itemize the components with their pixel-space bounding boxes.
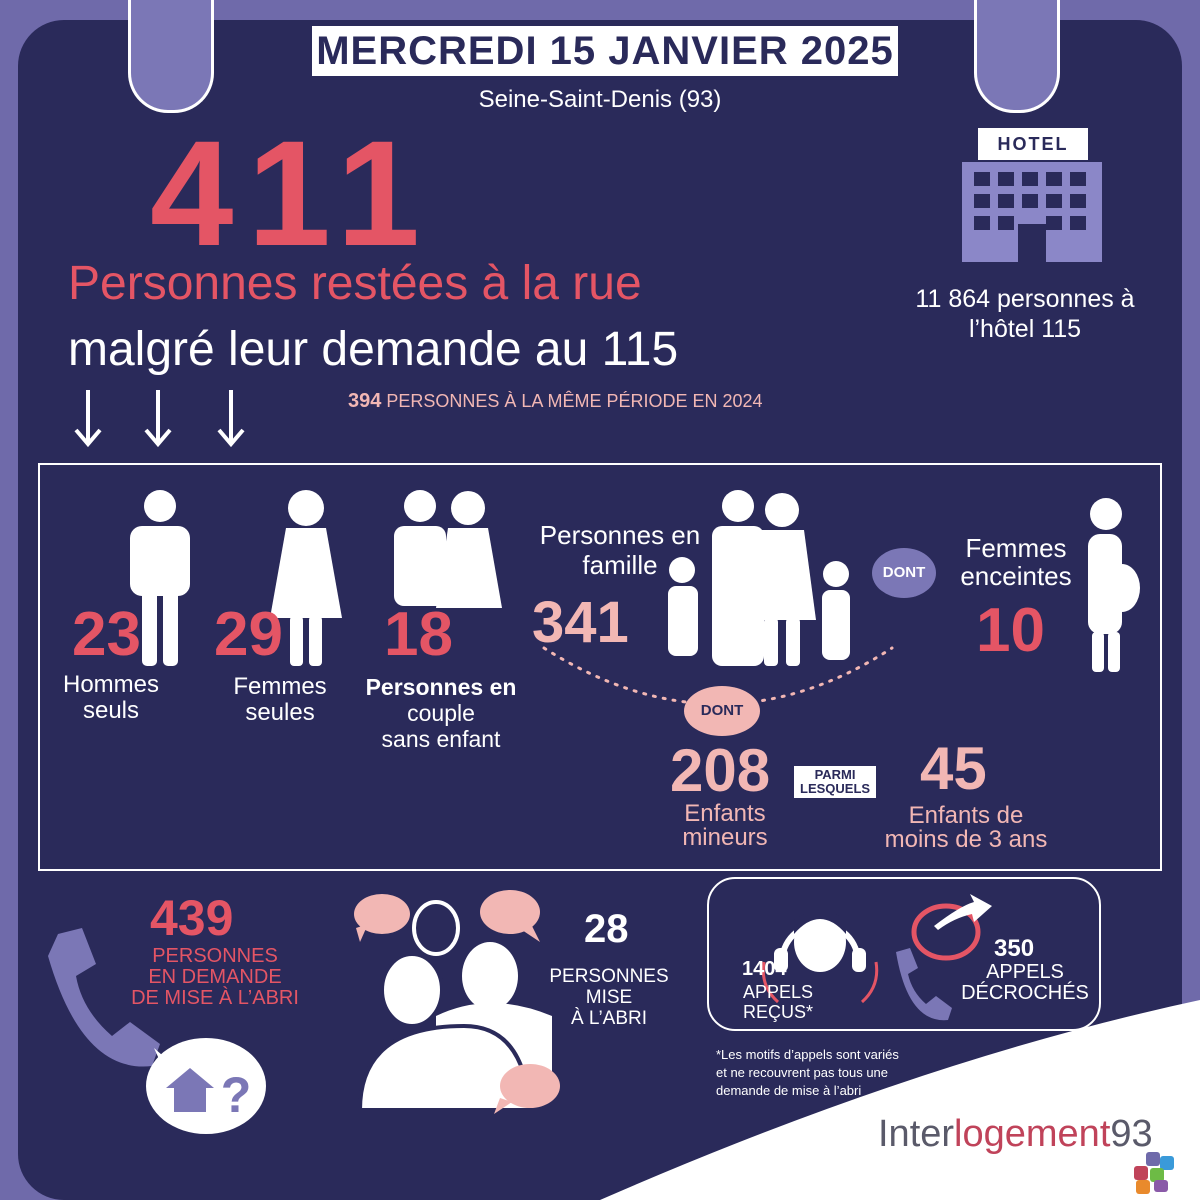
phone-icon xyxy=(48,928,160,1067)
pregnant-label-line2: enceintes xyxy=(960,561,1072,591)
women-label: Femmes seules xyxy=(220,674,340,726)
couples-value: 18 xyxy=(384,600,453,669)
couples-label: Personnes en couple sans enfant xyxy=(356,674,526,752)
main-number: 411 xyxy=(150,109,434,277)
family-label: Personnes en famille xyxy=(520,520,720,580)
answered-line1: APPELS xyxy=(986,961,1064,983)
group-icon xyxy=(354,890,560,1114)
logo-squares-icon xyxy=(1134,1152,1174,1194)
received-label: APPELS REÇUS* xyxy=(722,982,834,1022)
demand-label: PERSONNES EN DEMANDE DE MISE À L’ABRI xyxy=(130,946,300,1009)
calls-frame xyxy=(707,877,1101,1031)
women-label-line2: seules xyxy=(245,699,315,726)
down-arrow-icon xyxy=(74,390,245,448)
brand-part1: Inter xyxy=(878,1113,955,1155)
family-dotted-arc xyxy=(542,646,894,706)
men-label: Hommes seuls xyxy=(56,672,166,724)
hotel-sign: HOTEL xyxy=(997,134,1069,154)
date-banner: MERCREDI 15 JANVIER 2025 xyxy=(312,26,898,76)
footnote-line2: et ne recouvrent pas tous une xyxy=(716,1065,889,1080)
hotel-text: 11 864 personnes à l’hôtel 115 xyxy=(880,284,1170,344)
brand-part3: 93 xyxy=(1110,1113,1153,1155)
family-label-line2: famille xyxy=(582,550,658,580)
received-value: 1404 xyxy=(742,958,787,980)
answered-label: APPELS DÉCROCHÉS xyxy=(950,962,1100,1004)
breakdown-frame xyxy=(38,463,1162,871)
main-line2: malgré leur demande au 115 xyxy=(68,323,679,376)
comparison: 394 PERSONNES À LA MÊME PÉRIODE EN 2024 xyxy=(348,390,763,412)
answered-line2: DÉCROCHÉS xyxy=(961,982,1089,1004)
women-label-line1: Femmes xyxy=(233,673,327,700)
dont-bubble-pink: DONT xyxy=(684,686,760,736)
hotel-text-line1: 11 864 personnes à xyxy=(915,285,1135,313)
main-line1: Personnes restées à la rue xyxy=(68,257,642,310)
question-mark-glyph: ? xyxy=(221,1067,252,1123)
phone-callback-icon xyxy=(896,894,992,1021)
minors-label: Enfants mineurs xyxy=(660,802,790,850)
parmi-line2: LESQUELS xyxy=(800,781,871,796)
footnote-line1: *Les motifs d’appels sont variés xyxy=(716,1047,899,1062)
house-question-icon: ? xyxy=(146,1038,266,1134)
headset-operator-icon xyxy=(761,911,879,1004)
calendar-ring-left xyxy=(128,0,214,113)
minors-label-line1: Enfants xyxy=(684,800,766,827)
brand-logo: Interlogement93 xyxy=(878,1112,1153,1156)
dont-bubble: DONT xyxy=(872,548,936,598)
couples-label-line2: couple xyxy=(407,700,475,726)
pregnant-woman-icon xyxy=(1088,498,1140,672)
demand-line1: PERSONNES xyxy=(152,945,278,967)
family-label-line1: Personnes en xyxy=(539,520,701,550)
answered-value: 350 xyxy=(994,935,1035,962)
sheltered-line1: PERSONNES xyxy=(549,966,669,987)
pregnant-label: Femmes enceintes xyxy=(946,534,1086,590)
received-line2: REÇUS* xyxy=(742,1002,813,1022)
demand-line3: DE MISE À L’ABRI xyxy=(131,987,299,1009)
man-icon xyxy=(130,490,190,666)
minors-label-line2: mineurs xyxy=(682,824,768,851)
sheltered-label: PERSONNES MISE À L’ABRI xyxy=(534,966,684,1029)
men-label-line2: seuls xyxy=(82,697,140,724)
comparison-text: PERSONNES À LA MÊME PÉRIODE EN 2024 xyxy=(386,391,763,411)
under3-label-line1: Enfants de xyxy=(908,802,1024,829)
sheltered-line3: À L’ABRI xyxy=(570,1008,648,1029)
hotel-text-line2: l’hôtel 115 xyxy=(968,315,1082,343)
sheltered-value: 28 xyxy=(584,907,629,951)
women-value: 29 xyxy=(214,600,283,669)
men-value: 23 xyxy=(72,600,141,669)
couples-label-line1: Personnes en xyxy=(365,674,517,700)
under3-value: 45 xyxy=(920,735,987,802)
men-label-line1: Hommes xyxy=(62,671,159,698)
woman-icon xyxy=(270,490,342,666)
minors-value: 208 xyxy=(670,737,771,804)
parmi-line1: PARMI xyxy=(814,767,856,782)
footnote: *Les motifs d’appels sont variés et ne re… xyxy=(716,1046,976,1100)
couples-label-line3: sans enfant xyxy=(381,726,501,752)
decorative-swoosh xyxy=(600,1000,1200,1200)
received-line1: APPELS xyxy=(742,982,814,1002)
couple-icon xyxy=(394,490,502,608)
calendar-ring-right xyxy=(974,0,1060,113)
demand-value: 439 xyxy=(150,890,234,946)
pregnant-label-line1: Femmes xyxy=(965,533,1067,563)
under3-label-line2: moins de 3 ans xyxy=(884,826,1048,853)
location: Seine-Saint-Denis (93) xyxy=(478,86,722,113)
pregnant-value: 10 xyxy=(976,596,1045,665)
sheltered-line2: MISE xyxy=(585,987,633,1008)
parmi-lesquels-tag: PARMI LESQUELS xyxy=(794,766,877,798)
family-value: 341 xyxy=(532,590,629,655)
hotel-icon xyxy=(962,128,1102,262)
footnote-line3: demande de mise à l’abri xyxy=(716,1083,862,1098)
brand-part2: logement xyxy=(954,1113,1111,1155)
demand-line2: EN DEMANDE xyxy=(148,966,282,988)
family-icon xyxy=(668,490,850,666)
comparison-number: 394 xyxy=(348,390,382,412)
under3-label: Enfants de moins de 3 ans xyxy=(866,804,1066,852)
